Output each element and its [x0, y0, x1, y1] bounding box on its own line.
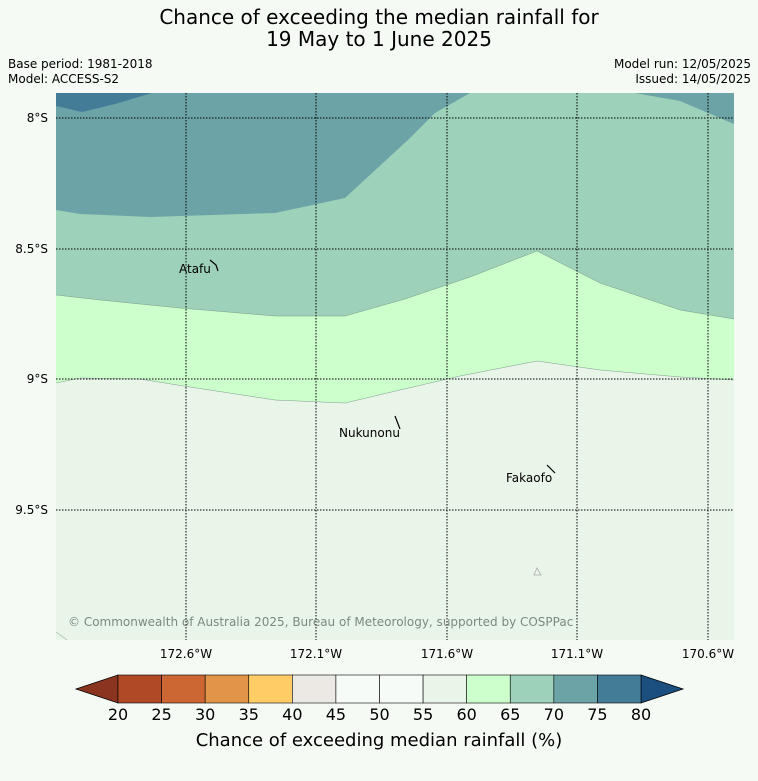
colorbar-tick-75: 75	[587, 705, 607, 724]
frame-corner	[55, 631, 68, 641]
atafu-island	[209, 259, 219, 272]
fakaofo-island	[546, 464, 556, 474]
lat-label-9s: 9°S	[27, 372, 48, 386]
zone-75-80	[56, 93, 152, 112]
colorbar-tick-80: 80	[631, 705, 651, 724]
graticule	[56, 93, 734, 640]
colorbar-tick-30: 30	[195, 705, 215, 724]
colorbar-segment-35-40	[248, 674, 293, 704]
lon-label-171-6: 171.6°W	[421, 647, 473, 661]
place-fakaofo: Fakaofo	[506, 471, 552, 485]
colorbar-tick-45: 45	[326, 705, 346, 724]
colorbar-ticks: 20 25 30 35 40 45 50 55 60 65 70 75 80	[108, 705, 651, 724]
place-nukunonu: Nukunonu	[339, 426, 400, 440]
lat-label-8s: 8°S	[27, 111, 48, 125]
contour-lines	[56, 250, 734, 404]
colorbar-segments	[117, 674, 642, 704]
meta-right: Model run: 12/05/2025 Issued: 14/05/2025	[614, 57, 751, 87]
colorbar-tick-25: 25	[151, 705, 171, 724]
lon-label-172-1: 172.1°W	[290, 647, 342, 661]
zone-70-75-west	[56, 93, 470, 217]
base-period: Base period: 1981-2018	[8, 57, 153, 71]
islands	[209, 259, 556, 474]
colorbar-tick-55: 55	[413, 705, 433, 724]
colorbar-tick-70: 70	[544, 705, 564, 724]
colorbar-segment-50-55	[379, 674, 424, 704]
model-name: Model: ACCESS-S2	[8, 72, 120, 86]
colorbar-title: Chance of exceeding median rainfall (%)	[195, 730, 563, 751]
colorbar-segment-75-80	[597, 674, 642, 704]
colorbar-over-arrow	[640, 674, 685, 704]
lon-label-170-6: 170.6°W	[682, 647, 734, 661]
model-run: Model run: 12/05/2025	[613, 57, 751, 71]
colorbar-under-arrow	[74, 674, 119, 704]
map-area: Atafu Nukunonu Fakaofo © Commonwealth of…	[56, 93, 734, 640]
zone-70-75-east	[635, 93, 734, 124]
map-title: Chance of exceeding the median rainfall …	[0, 6, 758, 50]
colorbar-segment-65-70	[509, 674, 555, 704]
nukunonu-island	[394, 415, 401, 430]
colorbar-segment-20-25	[117, 674, 162, 704]
meta-left: Base period: 1981-2018 Model: ACCESS-S2	[8, 57, 153, 87]
latitude-labels: 8°S 8.5°S 9°S 9.5°S	[15, 111, 48, 517]
colorbar-tick-40: 40	[282, 705, 302, 724]
longitude-labels: 172.6°W 172.1°W 171.6°W 171.1°W 170.6°W	[160, 647, 734, 661]
colorbar-tick-35: 35	[239, 705, 259, 724]
colorbar-tick-50: 50	[369, 705, 389, 724]
colorbar-tick-20: 20	[108, 705, 128, 724]
title-line-1: Chance of exceeding the median rainfall …	[159, 5, 599, 29]
colorbar-segment-30-35	[204, 674, 250, 704]
colorbar-segment-55-60	[422, 674, 467, 704]
colorbar-tick-65: 65	[500, 705, 520, 724]
colorbar-segment-25-30	[161, 674, 206, 704]
swains-triangle-marker	[533, 567, 542, 576]
lat-label-9-5s: 9.5°S	[15, 503, 48, 517]
colorbar-segment-40-45	[292, 674, 337, 704]
lat-label-8-5s: 8.5°S	[15, 242, 48, 256]
issued-date: Issued: 14/05/2025	[635, 72, 751, 86]
place-atafu: Atafu	[179, 262, 211, 276]
colorbar-segment-70-75	[553, 674, 598, 704]
colorbar-segment-45-50	[335, 674, 380, 704]
copyright-notice: © Commonwealth of Australia 2025, Bureau…	[68, 615, 573, 629]
colorbar: 20 25 30 35 40 45 50 55 60 65 70 75 80	[74, 674, 685, 724]
lon-label-172-6: 172.6°W	[160, 647, 212, 661]
colorbar-tick-60: 60	[456, 705, 476, 724]
lon-label-171-1: 171.1°W	[551, 647, 603, 661]
title-line-2: 19 May to 1 June 2025	[266, 27, 492, 51]
colorbar-segment-60-65	[466, 674, 511, 704]
